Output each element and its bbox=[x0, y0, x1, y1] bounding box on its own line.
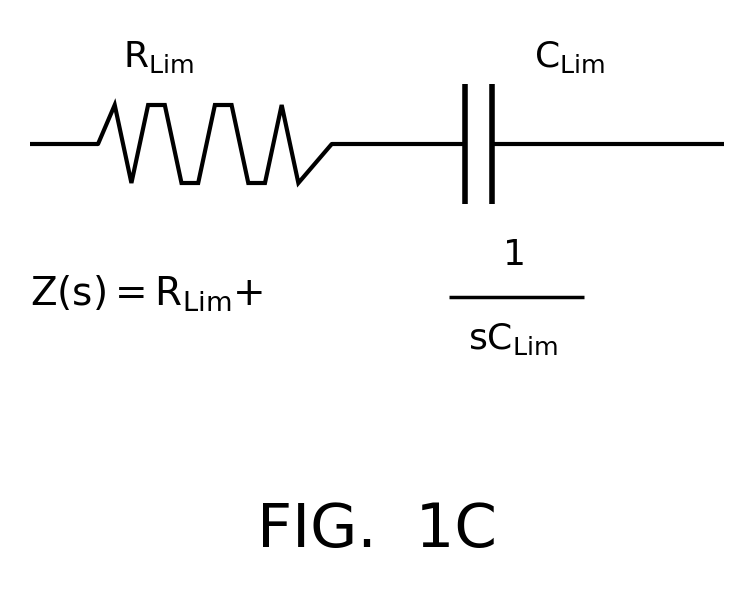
Text: $\mathregular{1}$: $\mathregular{1}$ bbox=[502, 238, 523, 272]
Text: FIG.  1C: FIG. 1C bbox=[257, 502, 497, 560]
Text: $\mathregular{R}_{\mathregular{Lim}}$: $\mathregular{R}_{\mathregular{Lim}}$ bbox=[123, 39, 194, 75]
Text: $\mathregular{Z(s){=}R}_{\mathregular{Lim}}\mathregular{{+}}$: $\mathregular{Z(s){=}R}_{\mathregular{Li… bbox=[30, 274, 263, 314]
Text: $\mathregular{C}_{\mathregular{Lim}}$: $\mathregular{C}_{\mathregular{Lim}}$ bbox=[534, 39, 605, 75]
Text: $\mathregular{sC}_{\mathregular{Lim}}$: $\mathregular{sC}_{\mathregular{Lim}}$ bbox=[467, 321, 558, 357]
